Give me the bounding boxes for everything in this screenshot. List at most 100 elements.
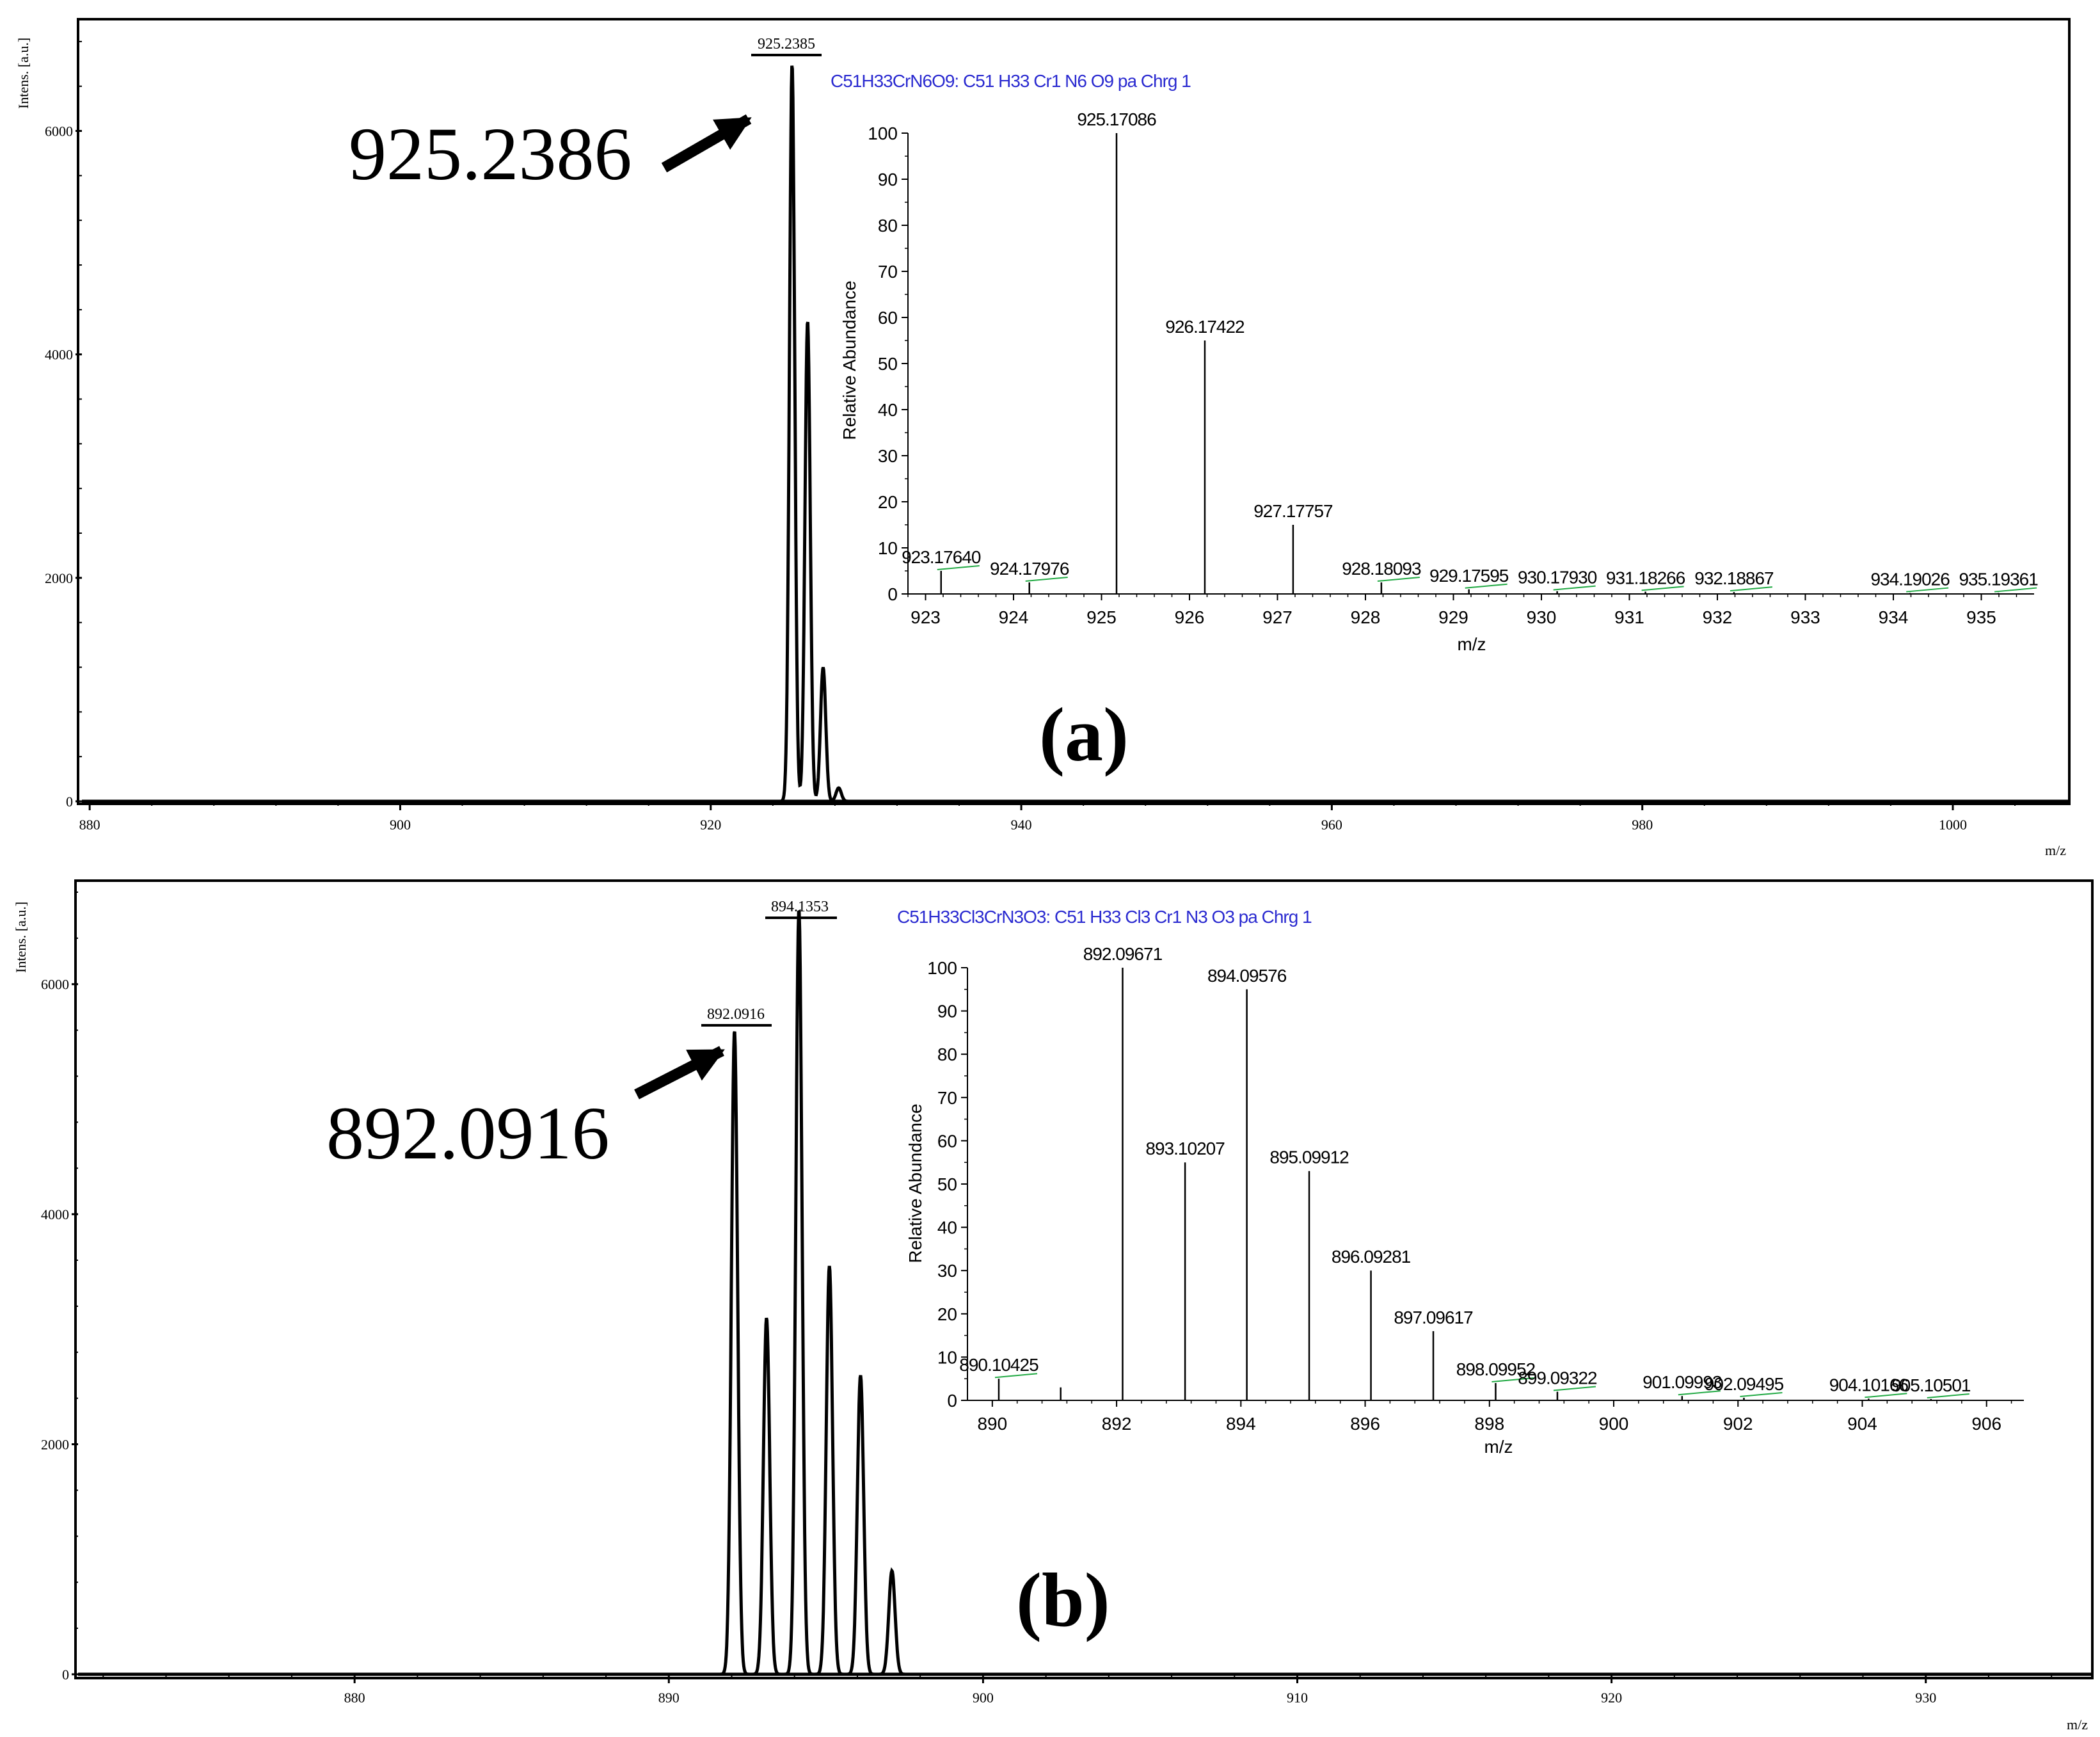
panel-a-inset-bar-label: 925.17086 bbox=[1077, 109, 1156, 129]
panel-b-inset-bar-label: 895.09912 bbox=[1269, 1148, 1349, 1167]
panel-a-inset-centroid-marker bbox=[1906, 587, 1949, 593]
panel-a-inset-centroid-marker bbox=[1025, 577, 1068, 582]
panel-a-inset-y-tick-label: 30 bbox=[878, 446, 898, 466]
panel-b-inset-x-tick-label: 906 bbox=[1971, 1414, 2001, 1434]
panel-b-inset-centroid-marker bbox=[1865, 1393, 1907, 1398]
panel-a-y-tick-label: 2000 bbox=[45, 570, 73, 586]
panel-a-inset-x-axis-label: m/z bbox=[1457, 634, 1486, 654]
panel-b-inset-bar-label: 896.09281 bbox=[1332, 1247, 1411, 1267]
panel-b-inset-bar-label: 893.10207 bbox=[1145, 1139, 1225, 1158]
panel-a-inset-y-tick-label: 70 bbox=[878, 262, 898, 282]
panel-a-inset-y-tick-label: 100 bbox=[868, 124, 898, 143]
panel-b-peak-label-1: 892.0916 bbox=[707, 1006, 765, 1023]
panel-a-inset-x-tick-label: 928 bbox=[1351, 607, 1381, 627]
panel-a-x-tick-label: 960 bbox=[1321, 817, 1342, 833]
panel-b-inset-bar-label: 904.10166 bbox=[1829, 1375, 1909, 1395]
panel-a-x-tick-label: 980 bbox=[1632, 817, 1653, 833]
panel-a-peak-label: 925.2385 bbox=[758, 36, 815, 52]
panel-b-inset-centroid-marker bbox=[994, 1373, 1038, 1379]
panel-a-inset-centroid-marker bbox=[1377, 577, 1420, 582]
panel-b-inset-y-tick-label: 20 bbox=[937, 1304, 957, 1324]
panel-a-inset-centroid-marker bbox=[1465, 583, 1507, 589]
panel-b-inset-centroid-marker bbox=[1553, 1386, 1596, 1391]
panel-a-inset-x-tick-label: 925 bbox=[1086, 607, 1117, 627]
panel-a-inset-centroid-marker bbox=[937, 565, 980, 570]
panel-a-inset-bar-label: 929.17595 bbox=[1429, 566, 1509, 586]
panel-b-inset-bar-label: 902.09495 bbox=[1705, 1374, 1784, 1394]
panel-b-inset-y-tick-label: 60 bbox=[937, 1131, 957, 1151]
panel-b-inset-x-tick-label: 902 bbox=[1723, 1414, 1753, 1434]
panel-b-inset-x-tick-label: 892 bbox=[1102, 1414, 1132, 1434]
panel-b-inset-bar-label: 899.09322 bbox=[1518, 1368, 1597, 1388]
panel-a-y-tick-label: 4000 bbox=[45, 347, 73, 363]
panel-b-inset-bar-label: 894.09576 bbox=[1207, 966, 1287, 986]
panel-a-inset-formula: C51H33CrN6O9: C51 H33 Cr1 N6 O9 pa Chrg … bbox=[831, 71, 1191, 91]
panel-b-inset-bar-label: 897.09617 bbox=[1394, 1308, 1473, 1327]
panel-b-inset-x-tick-label: 900 bbox=[1599, 1414, 1629, 1434]
panel-a-arrow-label: 925.2386 bbox=[349, 112, 632, 196]
panel-a-spectrum-trace bbox=[82, 65, 2069, 803]
panel-b-inset-x-tick-label: 904 bbox=[1847, 1414, 1877, 1434]
panel-a-inset-y-tick-label: 40 bbox=[878, 400, 898, 420]
panel-a-label: (a) bbox=[1039, 692, 1129, 777]
panel-b-x-tick-label: 910 bbox=[1287, 1690, 1308, 1706]
panel-a-inset-y-tick-label: 80 bbox=[878, 216, 898, 236]
panel-b-inset-y-tick-label: 100 bbox=[927, 958, 957, 978]
panel-b-inset-bar-label: 890.10425 bbox=[959, 1355, 1038, 1375]
panel-b-inset-y-axis-label: Relative Abundance bbox=[905, 1103, 925, 1263]
panel-a-y-axis-label: Intens. [a.u.] bbox=[15, 38, 31, 109]
panel-a-inset-x-tick-label: 933 bbox=[1790, 607, 1820, 627]
panel-a-inset-y-tick-label: 10 bbox=[878, 538, 898, 558]
panel-a-inset-x-tick-label: 932 bbox=[1703, 607, 1733, 627]
panel-b-inset-x-tick-label: 896 bbox=[1350, 1414, 1380, 1434]
panel-b-peak-label-2: 894.1353 bbox=[771, 899, 829, 915]
panel-a-inset-y-tick-label: 60 bbox=[878, 308, 898, 328]
panel-b-x-tick-label: 890 bbox=[658, 1690, 680, 1706]
panel-a-inset-bar-label: 923.17640 bbox=[902, 547, 981, 567]
panel-a-inset-x-tick-label: 924 bbox=[999, 607, 1029, 627]
panel-b-inset-y-tick-label: 80 bbox=[937, 1045, 957, 1064]
panel-a-inset-bar-label: 928.18093 bbox=[1342, 559, 1421, 579]
panel-a-inset-axes: 0 10 20 30 40 50 60 70 80 90 100 923 924 925 926 927 928… bbox=[868, 124, 2034, 627]
panel-a-inset-y-axis-label: Relative Abundance bbox=[839, 280, 859, 440]
panel-b-inset-centroid-marker bbox=[1678, 1390, 1721, 1396]
panel-b-inset-bars: 890.10425 892.09671 893.10207 894.09576 895.… bbox=[959, 944, 1971, 1400]
panel-b-inset-x-tick-label: 898 bbox=[1474, 1414, 1504, 1434]
panel-a-arrow bbox=[661, 114, 752, 173]
panel-b-x-tick-label: 900 bbox=[973, 1690, 994, 1706]
panel-b-y-tick-label: 4000 bbox=[41, 1206, 69, 1222]
panel-b-inset-y-tick-label: 70 bbox=[937, 1088, 957, 1108]
panel-b-inset-y-tick-label: 0 bbox=[947, 1391, 957, 1411]
panel-b-inset-x-axis-label: m/z bbox=[1484, 1437, 1513, 1457]
panel-a-inset-bars: 923.17640 924.17976 925.17086 926.17422 927.… bbox=[902, 109, 2039, 594]
panel-a-inset-centroid-marker bbox=[1553, 585, 1596, 591]
panel-a-x-tick-label: 880 bbox=[79, 817, 100, 833]
panel-b-inset-bar-label: 901.09993 bbox=[1643, 1372, 1722, 1392]
panel-b-y-tick-label: 0 bbox=[62, 1667, 69, 1683]
panel-b-x-tick-label: 920 bbox=[1601, 1690, 1622, 1706]
panel-a-inset-x-tick-label: 926 bbox=[1175, 607, 1205, 627]
panel-b-x-axis-label: m/z bbox=[2067, 1717, 2088, 1733]
panel-a-inset-bar-label: 930.17930 bbox=[1518, 568, 1597, 588]
panel-a-inset-x-tick-label: 927 bbox=[1262, 607, 1293, 627]
panel-a-inset-bar-label: 924.17976 bbox=[990, 559, 1069, 579]
panel-b-y-axis-label: Intens. [a.u.] bbox=[13, 902, 29, 973]
panel-b-inset-bar-label: 898.09952 bbox=[1456, 1359, 1536, 1379]
panel-b-inset-x-tick-label: 894 bbox=[1226, 1414, 1256, 1434]
panel-a-y-tick-label: 0 bbox=[66, 794, 73, 810]
panel-a-inset-y-tick-label: 50 bbox=[878, 354, 898, 374]
panel-a-inset-y-tick-label: 90 bbox=[878, 170, 898, 189]
panel-a-inset-x-tick-label: 923 bbox=[911, 607, 941, 627]
panel-a-x-tick-label: 920 bbox=[700, 817, 721, 833]
panel-b-inset-x-tick-label: 890 bbox=[977, 1414, 1007, 1434]
panel-b-inset-centroid-marker bbox=[1740, 1391, 1783, 1397]
panel-a-frame bbox=[77, 18, 2071, 805]
panel-a-x-tick-label: 1000 bbox=[1939, 817, 1967, 833]
panel-b-label: (b) bbox=[1016, 1557, 1110, 1642]
panel-a-x-tick-label: 900 bbox=[390, 817, 411, 833]
panel-b-y-tick-label: 6000 bbox=[41, 977, 69, 993]
panel-a-inset-bar-label: 935.19361 bbox=[1959, 570, 2038, 589]
